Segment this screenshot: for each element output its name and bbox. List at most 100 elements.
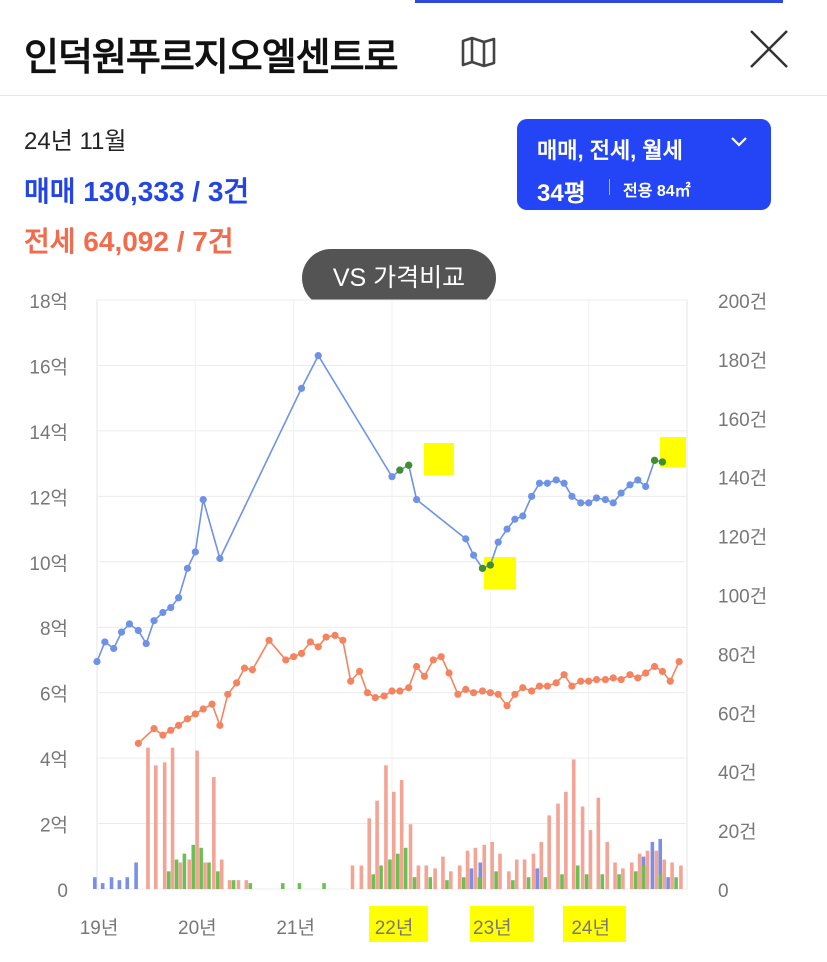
sale-price-point — [503, 525, 511, 533]
jeonse-volume-bar — [416, 865, 421, 889]
jeonse-price-point — [191, 710, 199, 718]
top-accent-line — [415, 0, 783, 3]
jeonse-price-point — [609, 674, 617, 682]
sale-volume-bar — [125, 877, 130, 889]
highlighted-sale-point — [658, 458, 667, 466]
jeonse-volume-bar — [375, 800, 379, 889]
jeonse-volume-bar — [637, 853, 642, 889]
close-icon[interactable] — [748, 28, 790, 70]
monthly-volume-bar — [511, 880, 515, 889]
highlighted-sale-point — [405, 461, 413, 469]
jeonse-price-point — [675, 657, 683, 666]
monthly-volume-bar — [477, 877, 482, 889]
sale-volume-bar — [93, 877, 97, 889]
map-icon[interactable] — [460, 36, 498, 68]
y-left-tick-label: 8억 — [40, 618, 68, 640]
monthly-volume-bar — [166, 871, 171, 889]
jeonse-volume-bar — [359, 865, 364, 889]
jeonse-price-point — [560, 671, 568, 679]
jeonse-price-point — [405, 684, 413, 692]
sale-price-point — [519, 512, 527, 520]
monthly-volume-bar — [428, 877, 433, 889]
sale-volume-bar — [469, 868, 474, 889]
sale-price-point — [535, 479, 544, 487]
monthly-volume-bar — [216, 871, 220, 889]
jeonse-volume-bar — [399, 780, 404, 889]
jeonse-volume-bar — [547, 815, 551, 889]
sale-price-point — [142, 639, 150, 648]
jeonse-price-point — [322, 633, 330, 641]
jeonse-price-point — [543, 682, 551, 690]
highlighted-sale-point — [478, 564, 487, 572]
y-left-tick-label: 6억 — [40, 684, 68, 706]
sale-volume-bar — [535, 868, 540, 889]
sale-price-point — [110, 644, 118, 653]
jeonse-price-point — [658, 667, 667, 675]
jeonse-volume-bar — [195, 750, 199, 889]
sale-price-point — [626, 481, 634, 489]
jeonse-volume-bar — [473, 847, 478, 889]
monthly-volume-bar — [641, 865, 646, 889]
monthly-volume-bar — [231, 880, 236, 889]
x-tick-label: 24년 — [571, 917, 610, 939]
jeonse-volume-bar — [170, 747, 175, 889]
jeonse-price-point — [503, 702, 511, 710]
y-right-tick-label: 80건 — [718, 644, 757, 666]
jeonse-price-point — [208, 700, 216, 708]
jeonse-price-point — [282, 656, 290, 664]
jeonse-price-point — [666, 677, 674, 685]
monthly-volume-bar — [526, 877, 531, 889]
sale-price-point — [609, 499, 617, 507]
summary-sale: 매매 130,333 / 3건 — [24, 176, 250, 207]
monthly-volume-bar — [584, 874, 589, 889]
y-left-tick-label: 12억 — [29, 487, 68, 509]
price-compare-button[interactable]: VS 가격비교 — [302, 249, 496, 307]
monthly-volume-bar — [633, 871, 638, 889]
jeonse-volume-bar — [178, 862, 183, 889]
monthly-volume-bar — [600, 874, 605, 889]
sale-price-point — [528, 492, 536, 500]
y-left-tick-label: 2억 — [40, 815, 68, 837]
sale-price-point — [617, 489, 625, 497]
x-tick-label: 22년 — [375, 917, 414, 939]
jeonse-price-point — [265, 636, 273, 644]
deal-type-filter-button[interactable]: 매매, 전세, 월세 34평 전용 84㎡ — [517, 119, 771, 210]
jeonse-volume-bar — [679, 865, 683, 889]
monthly-volume-bar — [174, 859, 179, 889]
sale-price-point — [568, 492, 576, 500]
sale-volume-bar — [658, 838, 663, 889]
summary-jeonse: 전세 64,092 / 7건 — [24, 226, 234, 257]
monthly-volume-bar — [322, 883, 326, 889]
jeonse-price-point — [429, 656, 437, 664]
jeonse-price-point — [297, 649, 306, 657]
jeonse-volume-bar — [539, 841, 544, 889]
jeonse-volume-bar — [203, 862, 207, 889]
sale-price-point — [167, 603, 175, 612]
sale-price-point — [552, 476, 560, 484]
jeonse-volume-bar — [507, 871, 511, 889]
jeonse-volume-bar — [588, 830, 593, 889]
sale-volume-bar — [478, 862, 483, 889]
monthly-volume-bar — [543, 877, 548, 889]
jeonse-price-point — [355, 667, 364, 675]
x-tick-label: 19년 — [80, 917, 119, 939]
monthly-volume-bar — [494, 871, 498, 889]
jeonse-volume-bar — [613, 862, 617, 889]
sale-price-point — [462, 535, 470, 543]
jeonse-price-point — [454, 690, 462, 698]
sale-price-point — [314, 352, 322, 360]
x-tick-label: 20년 — [178, 917, 217, 939]
jeonse-volume-bar — [654, 850, 659, 889]
sale-price-point — [175, 594, 183, 602]
monthly-volume-bar — [575, 865, 580, 889]
y-right-tick-label: 200건 — [718, 291, 767, 313]
jeonse-volume-bar — [465, 850, 470, 889]
jeonse-volume-bar — [482, 844, 487, 889]
y-right-tick-label: 180건 — [718, 350, 767, 372]
jeonse-price-point — [290, 653, 298, 661]
jeonse-volume-bar — [408, 824, 413, 889]
jeonse-volume-bar — [645, 850, 650, 889]
y-left-tick-label: 18억 — [29, 291, 68, 313]
jeonse-volume-bar — [580, 806, 585, 889]
sale-price-point — [592, 494, 601, 502]
